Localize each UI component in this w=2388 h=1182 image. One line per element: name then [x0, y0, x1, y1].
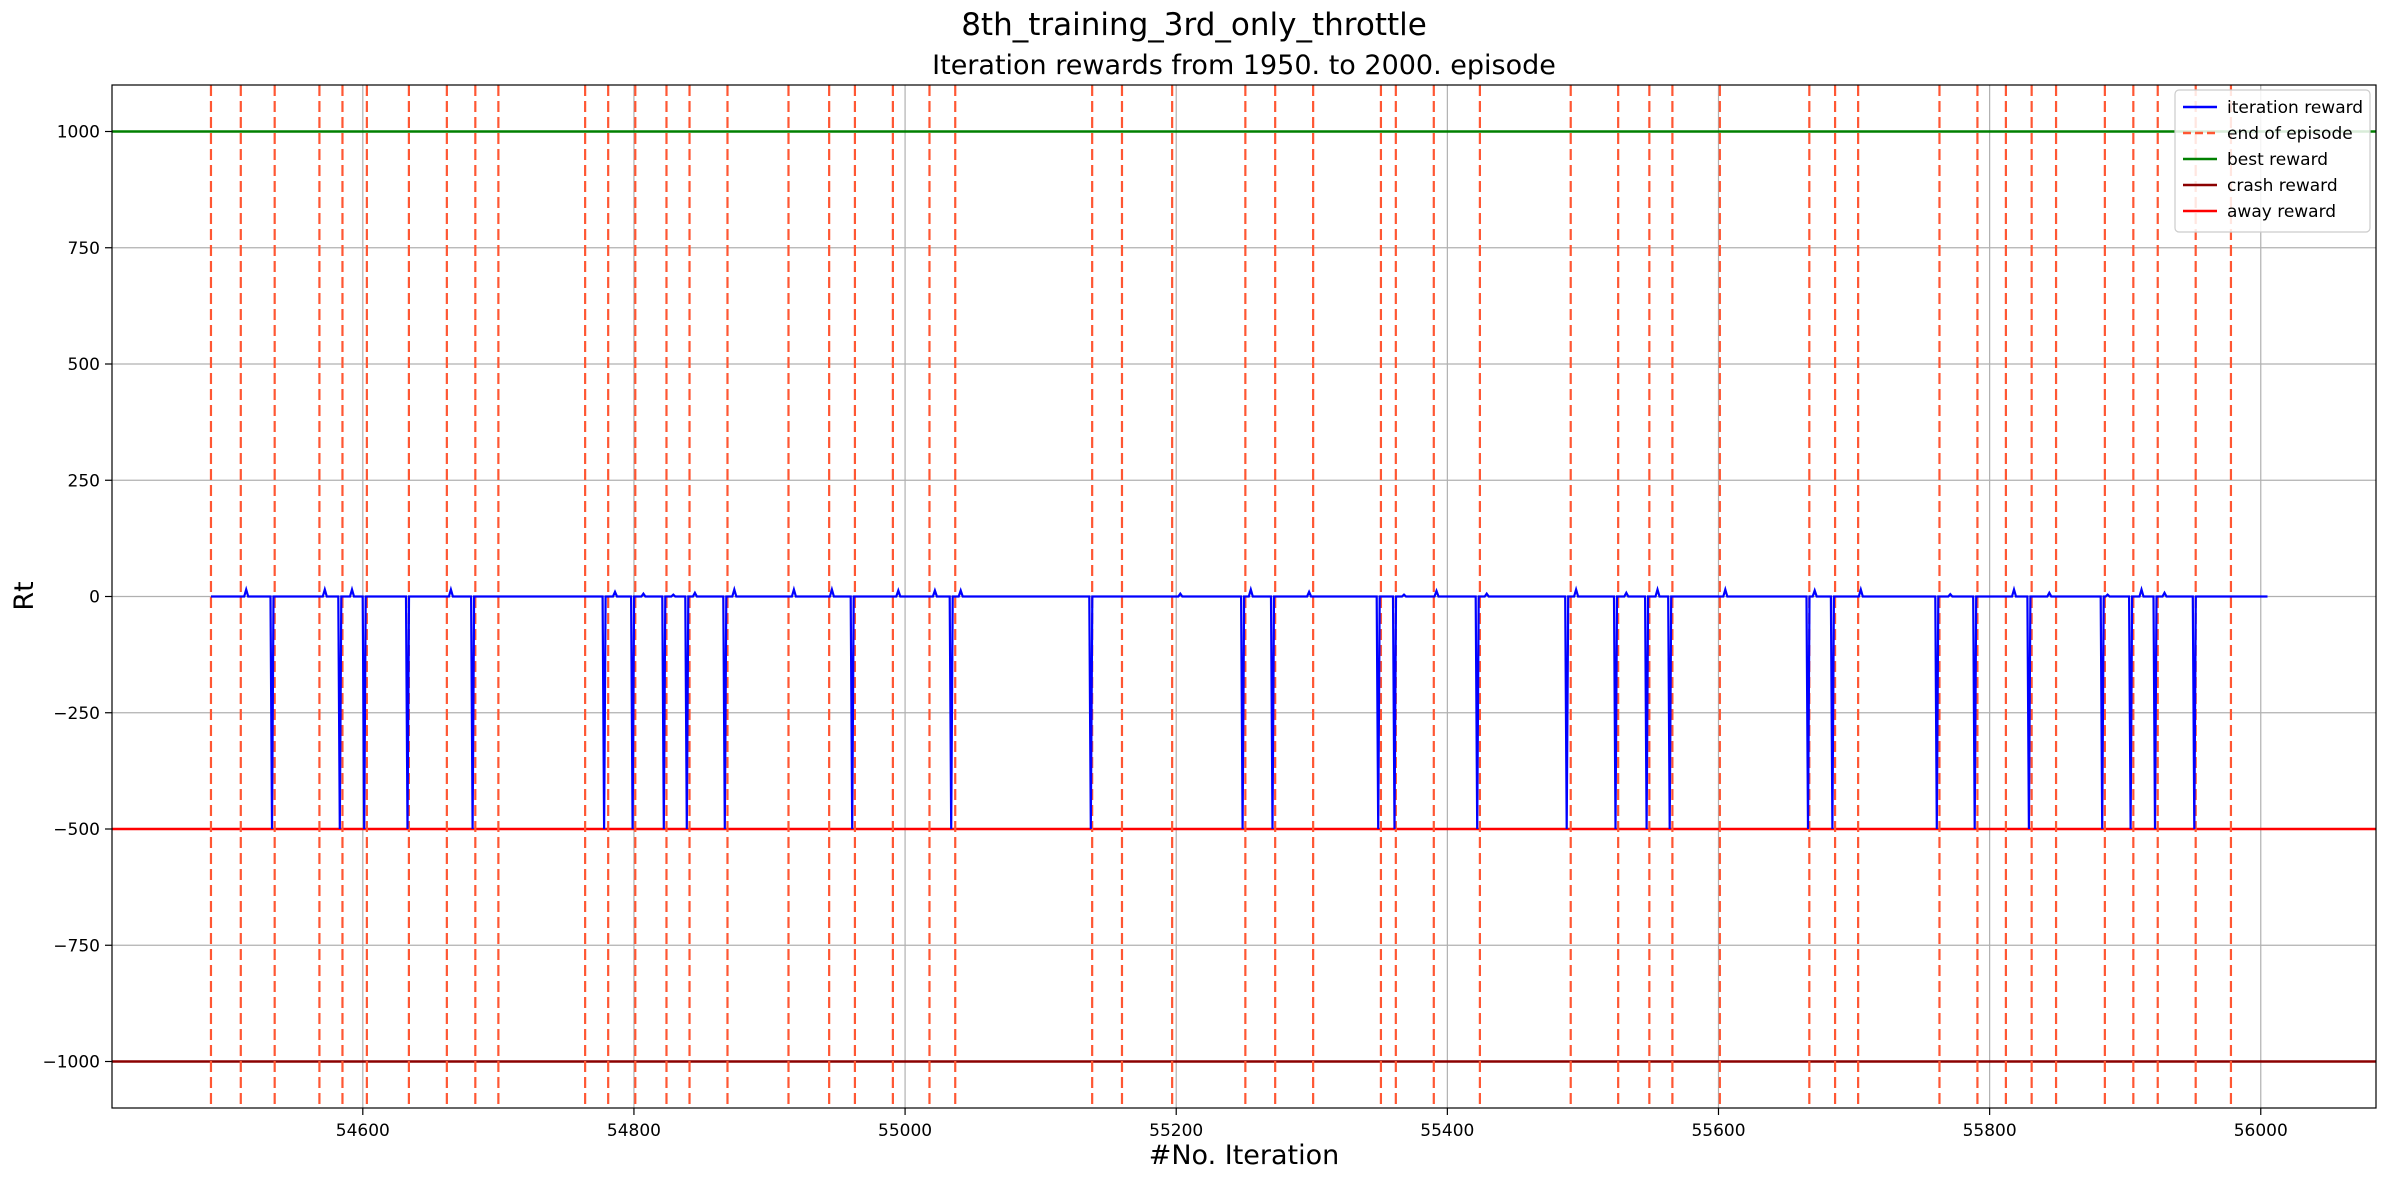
x-tick-label: 55000	[878, 1121, 932, 1141]
x-tick-label: 55800	[1963, 1121, 2017, 1141]
legend: iteration reward end of episode best rewar…	[2174, 89, 2371, 233]
reference-lines	[112, 130, 2376, 1063]
end-of-episode-lines	[209, 85, 2233, 1108]
legend-entry: end of episode	[2227, 124, 2353, 144]
x-axis-ticks: 54600 54800 55000 55200 55400 55600 55800 56000	[336, 1108, 2288, 1141]
iteration-reward-series	[211, 585, 2268, 830]
y-tick-label: 1000	[57, 123, 100, 143]
chart-suptitle: 8th_training_3rd_only_throttle	[961, 7, 1427, 43]
y-tick-label: 250	[68, 471, 100, 491]
legend-entry: iteration reward	[2227, 98, 2363, 118]
y-tick-label: −500	[53, 820, 100, 840]
legend-entry: best reward	[2227, 150, 2328, 170]
x-axis-label: #No. Iteration	[1149, 1140, 1340, 1171]
y-tick-label: 500	[68, 355, 100, 375]
y-tick-label: 0	[89, 588, 100, 608]
legend-entry: crash reward	[2227, 176, 2338, 196]
x-tick-label: 55200	[1149, 1121, 1203, 1141]
legend-box	[2174, 89, 2371, 233]
y-tick-label: −750	[53, 936, 100, 956]
legend-entry: away reward	[2227, 202, 2336, 222]
iteration-reward-line	[211, 585, 2268, 830]
y-tick-label: −1000	[42, 1053, 100, 1073]
y-axis-label: Rt	[9, 581, 40, 610]
y-tick-label: 750	[68, 239, 100, 259]
y-tick-label: −250	[53, 704, 100, 724]
x-tick-label: 56000	[2234, 1121, 2288, 1141]
x-tick-label: 54600	[336, 1121, 390, 1141]
chart-title: Iteration rewards from 1950. to 2000. ep…	[932, 50, 1556, 81]
y-axis-ticks: −1000 −750 −500 −250 0 250 500 750 1000	[42, 123, 112, 1073]
x-tick-label: 55600	[1691, 1121, 1745, 1141]
x-tick-label: 54800	[607, 1121, 661, 1141]
x-tick-label: 55400	[1420, 1121, 1474, 1141]
